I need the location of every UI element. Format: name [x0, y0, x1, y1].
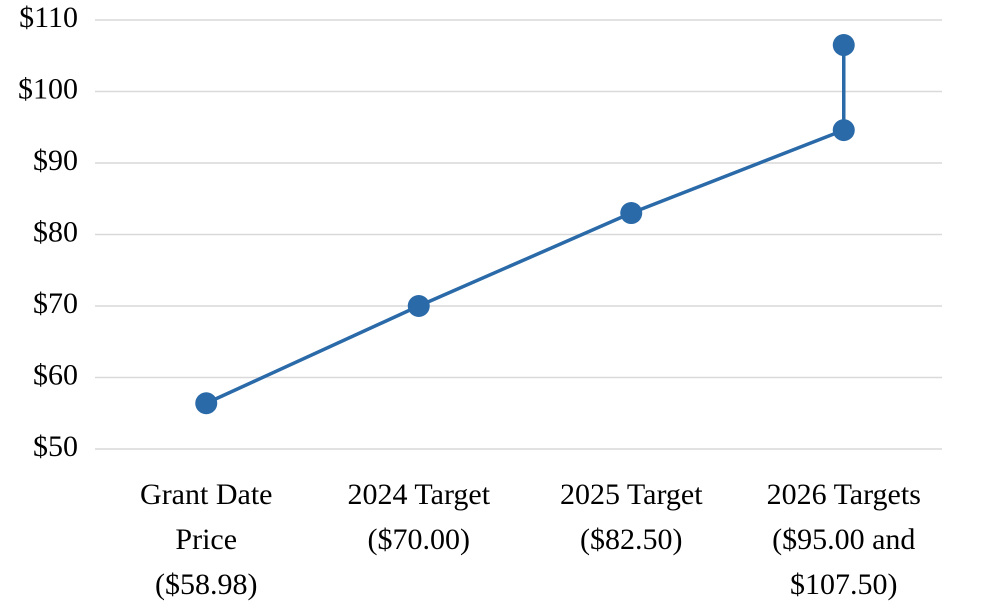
marker: [195, 392, 218, 415]
y-tick-label: $80: [33, 215, 78, 248]
x-tick-label: Grant Date: [140, 478, 272, 511]
x-tick-label: $107.50): [790, 568, 898, 601]
x-tick-label: ($82.50): [580, 523, 682, 556]
marker: [620, 202, 643, 225]
marker: [407, 295, 430, 317]
x-tick-label: 2024 Target: [347, 478, 490, 511]
y-tick-label: $100: [18, 72, 78, 105]
x-tick-label: ($95.00 and: [772, 523, 915, 556]
y-tick-label: $90: [33, 144, 78, 177]
x-tick-label: Price: [175, 523, 237, 556]
y-tick-label: $110: [19, 1, 78, 34]
x-tick-label: 2025 Target: [560, 478, 703, 511]
x-tick-label: 2026 Targets: [767, 478, 921, 511]
line: [205, 128, 845, 405]
marker: [832, 119, 855, 142]
x-tick-label: ($70.00): [368, 523, 470, 556]
marker: [832, 34, 855, 57]
y-tick-label: $70: [33, 287, 78, 320]
y-tick-label: $50: [33, 430, 78, 463]
x-tick-label: ($58.98): [155, 568, 257, 601]
y-tick-label: $60: [33, 358, 78, 391]
